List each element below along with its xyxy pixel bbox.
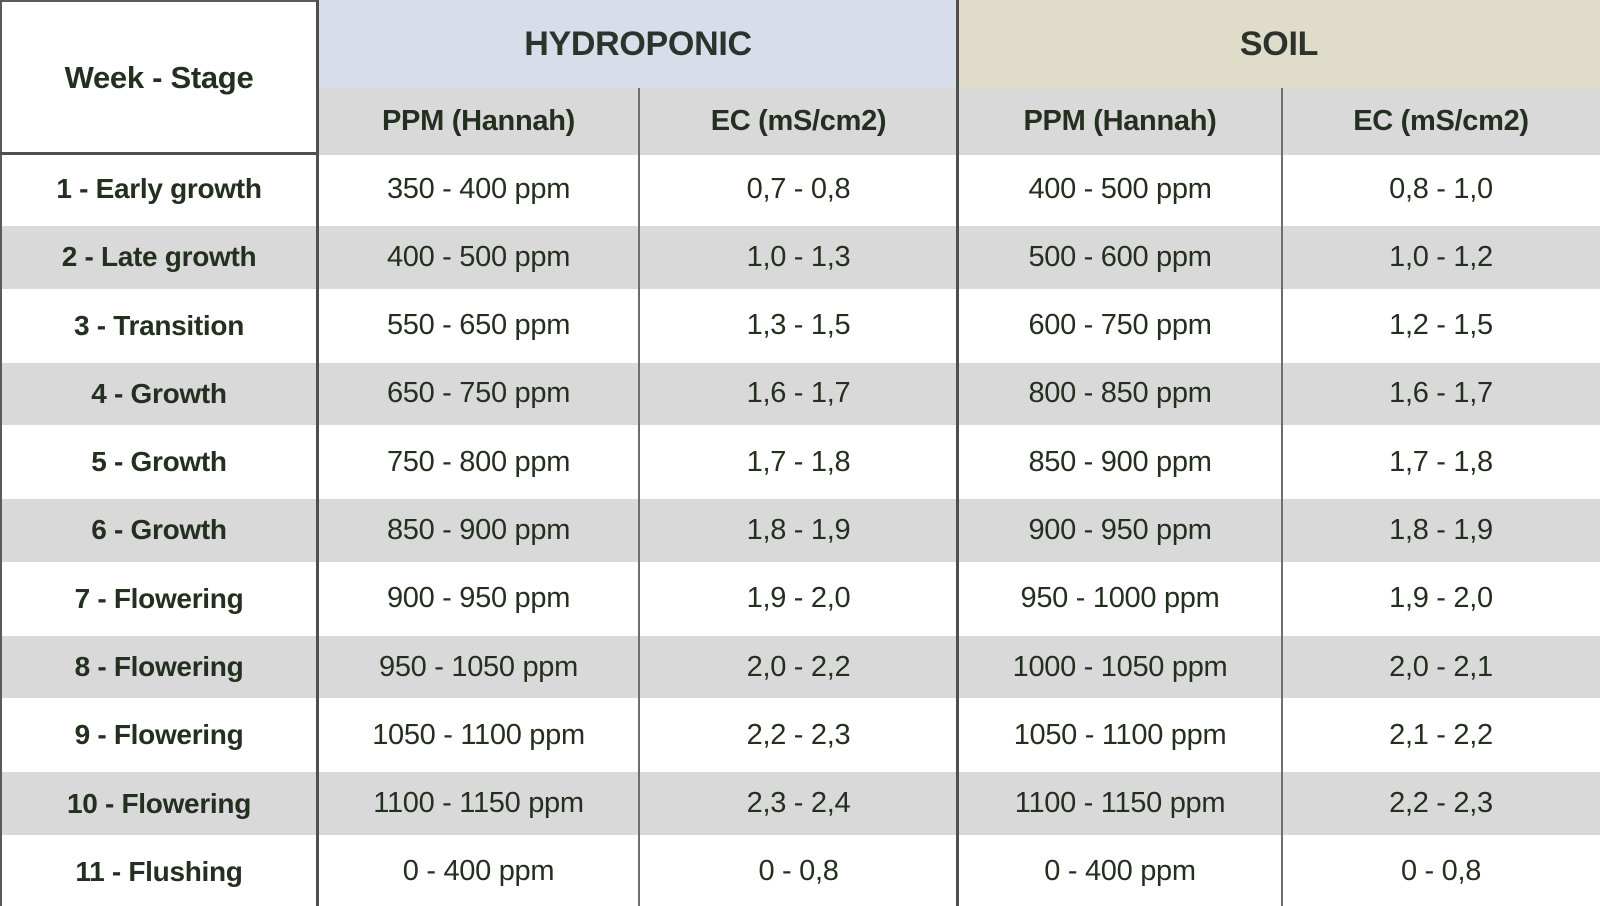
value-cell: 2,1 - 2,2 bbox=[1282, 701, 1600, 770]
soil-ec-column-header: EC (mS/cm2) bbox=[1282, 88, 1600, 155]
stage-cell: 11 - Flushing bbox=[0, 837, 318, 906]
value-cell: 950 - 1000 ppm bbox=[958, 564, 1282, 633]
value-cell: 1,3 - 1,5 bbox=[639, 291, 958, 360]
hydroponic-ppm-column-header: PPM (Hannah) bbox=[318, 88, 639, 155]
corner-header-cell: Week - Stage bbox=[0, 0, 318, 155]
value-cell: 1,8 - 1,9 bbox=[639, 496, 958, 565]
value-cell: 0 - 0,8 bbox=[1282, 837, 1600, 906]
value-cell: 1,8 - 1,9 bbox=[1282, 496, 1600, 565]
value-cell: 1,9 - 2,0 bbox=[639, 564, 958, 633]
value-cell: 900 - 950 ppm bbox=[318, 564, 639, 633]
stage-cell: 7 - Flowering bbox=[0, 564, 318, 633]
value-cell: 2,3 - 2,4 bbox=[639, 769, 958, 838]
hydroponic-ec-column-header: EC (mS/cm2) bbox=[639, 88, 958, 155]
value-cell: 1,7 - 1,8 bbox=[1282, 428, 1600, 497]
value-cell: 0 - 400 ppm bbox=[958, 837, 1282, 906]
stage-cell: 1 - Early growth bbox=[0, 155, 318, 224]
soil-section-header: SOIL bbox=[958, 0, 1600, 88]
value-cell: 0 - 0,8 bbox=[639, 837, 958, 906]
stage-cell: 5 - Growth bbox=[0, 428, 318, 497]
stage-cell: 2 - Late growth bbox=[0, 223, 318, 292]
value-cell: 900 - 950 ppm bbox=[958, 496, 1282, 565]
column-header-label: EC (mS/cm2) bbox=[1353, 105, 1529, 137]
value-cell: 1,9 - 2,0 bbox=[1282, 564, 1600, 633]
hydroponic-section-label: HYDROPONIC bbox=[524, 24, 752, 63]
column-header-label: PPM (Hannah) bbox=[382, 105, 575, 137]
column-header-label: PPM (Hannah) bbox=[1023, 105, 1217, 137]
soil-section-label: SOIL bbox=[1239, 24, 1319, 63]
value-cell: 400 - 500 ppm bbox=[318, 223, 639, 292]
stage-cell: 6 - Growth bbox=[0, 496, 318, 565]
value-cell: 850 - 900 ppm bbox=[318, 496, 639, 565]
column-header-label: EC (mS/cm2) bbox=[710, 105, 887, 137]
value-cell: 1050 - 1100 ppm bbox=[958, 701, 1282, 770]
value-cell: 1,7 - 1,8 bbox=[639, 428, 958, 497]
value-cell: 0,7 - 0,8 bbox=[639, 155, 958, 224]
stage-cell: 3 - Transition bbox=[0, 291, 318, 360]
value-cell: 350 - 400 ppm bbox=[318, 155, 639, 224]
value-cell: 1,6 - 1,7 bbox=[1282, 359, 1600, 429]
value-cell: 1,2 - 1,5 bbox=[1282, 291, 1600, 360]
value-cell: 600 - 750 ppm bbox=[958, 291, 1282, 360]
value-cell: 2,2 - 2,3 bbox=[639, 701, 958, 770]
corner-header-label: Week - Stage bbox=[64, 59, 254, 95]
value-cell: 950 - 1050 ppm bbox=[318, 632, 639, 702]
value-cell: 0,8 - 1,0 bbox=[1282, 155, 1600, 224]
value-cell: 400 - 500 ppm bbox=[958, 155, 1282, 224]
stage-cell: 10 - Flowering bbox=[0, 769, 318, 838]
value-cell: 850 - 900 ppm bbox=[958, 428, 1282, 497]
value-cell: 1,6 - 1,7 bbox=[639, 359, 958, 429]
stage-cell: 8 - Flowering bbox=[0, 632, 318, 702]
value-cell: 500 - 600 ppm bbox=[958, 223, 1282, 292]
stage-cell: 9 - Flowering bbox=[0, 701, 318, 770]
value-cell: 650 - 750 ppm bbox=[318, 359, 639, 429]
value-cell: 2,0 - 2,1 bbox=[1282, 632, 1600, 702]
value-cell: 1100 - 1150 ppm bbox=[318, 769, 639, 838]
value-cell: 2,2 - 2,3 bbox=[1282, 769, 1600, 838]
value-cell: 1100 - 1150 ppm bbox=[958, 769, 1282, 838]
value-cell: 1,0 - 1,2 bbox=[1282, 223, 1600, 292]
value-cell: 750 - 800 ppm bbox=[318, 428, 639, 497]
value-cell: 0 - 400 ppm bbox=[318, 837, 639, 906]
value-cell: 800 - 850 ppm bbox=[958, 359, 1282, 429]
hydroponic-section-header: HYDROPONIC bbox=[318, 0, 958, 88]
value-cell: 2,0 - 2,2 bbox=[639, 632, 958, 702]
value-cell: 1,0 - 1,3 bbox=[639, 223, 958, 292]
stage-cell: 4 - Growth bbox=[0, 359, 318, 429]
value-cell: 1050 - 1100 ppm bbox=[318, 701, 639, 770]
value-cell: 1000 - 1050 ppm bbox=[958, 632, 1282, 702]
soil-ppm-column-header: PPM (Hannah) bbox=[958, 88, 1282, 155]
value-cell: 550 - 650 ppm bbox=[318, 291, 639, 360]
